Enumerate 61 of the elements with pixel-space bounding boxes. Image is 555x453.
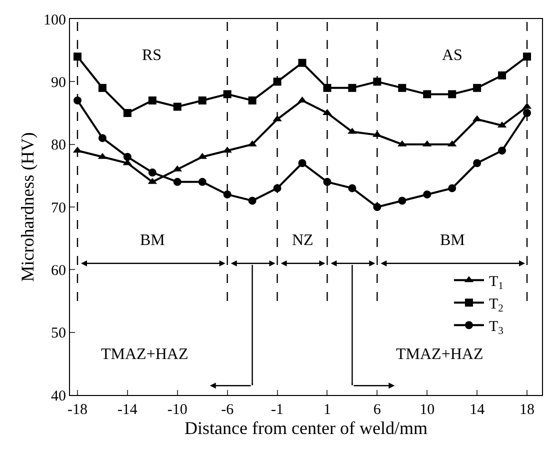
point xyxy=(223,190,232,198)
point xyxy=(423,90,432,98)
point xyxy=(423,190,432,198)
point xyxy=(298,159,306,168)
y-tick-label: 70 xyxy=(51,200,66,216)
x-tick-label: -18 xyxy=(67,402,88,418)
point xyxy=(223,90,232,98)
x-tick-label: -14 xyxy=(117,402,138,418)
point xyxy=(98,84,106,92)
x-tick-label: 6 xyxy=(373,402,382,418)
point xyxy=(473,159,482,168)
point xyxy=(473,84,482,92)
y-tick-label: 100 xyxy=(44,12,66,28)
legend-label: T$_{1}$ xyxy=(488,274,504,292)
point xyxy=(398,84,406,92)
point xyxy=(498,146,506,155)
point xyxy=(148,168,156,177)
annotation: BM xyxy=(140,232,165,249)
point xyxy=(498,71,506,80)
point xyxy=(173,178,182,186)
point xyxy=(448,184,456,192)
x-tick-label: 10 xyxy=(420,402,435,418)
x-axis-title: Distance from center of weld/mm xyxy=(184,418,428,438)
point xyxy=(448,90,456,98)
point xyxy=(123,152,132,161)
point xyxy=(98,134,106,142)
point xyxy=(298,58,306,67)
point xyxy=(73,52,82,61)
point xyxy=(323,84,332,92)
point xyxy=(523,52,532,61)
point xyxy=(198,96,206,104)
legend-label: T$_{3}$ xyxy=(488,318,504,338)
point xyxy=(123,109,132,117)
y-tick-label: 40 xyxy=(51,388,66,404)
point xyxy=(323,178,332,186)
y-tick-label: 50 xyxy=(51,326,66,342)
y-tick-label: 80 xyxy=(51,138,66,154)
x-tick-label: -10 xyxy=(167,402,188,418)
point xyxy=(248,196,256,205)
annotation: BM xyxy=(440,232,465,249)
annotation: AS xyxy=(442,47,462,64)
point xyxy=(248,96,256,104)
x-tick-label: -6 xyxy=(221,402,234,418)
point xyxy=(348,84,356,92)
x-tick-label: -1 xyxy=(271,402,284,418)
annotation: NZ xyxy=(292,232,314,249)
y-tick-label: 90 xyxy=(51,74,66,91)
y-axis-title: Microhardness (HV) xyxy=(18,132,38,282)
point xyxy=(348,184,356,192)
legend-label: T$_{2}$ xyxy=(488,296,504,315)
point xyxy=(173,102,182,111)
point xyxy=(198,178,206,186)
annotation: RS xyxy=(142,47,162,64)
point xyxy=(398,196,406,205)
x-tick-label: 14 xyxy=(470,402,486,418)
x-tick-label: 1 xyxy=(323,402,331,418)
y-tick-label: 60 xyxy=(51,262,66,279)
x-tick-label: 18 xyxy=(520,402,535,418)
annotation: TMAZ+HAZ xyxy=(396,346,484,363)
annotation: TMAZ+HAZ xyxy=(101,346,188,363)
point xyxy=(148,96,156,104)
